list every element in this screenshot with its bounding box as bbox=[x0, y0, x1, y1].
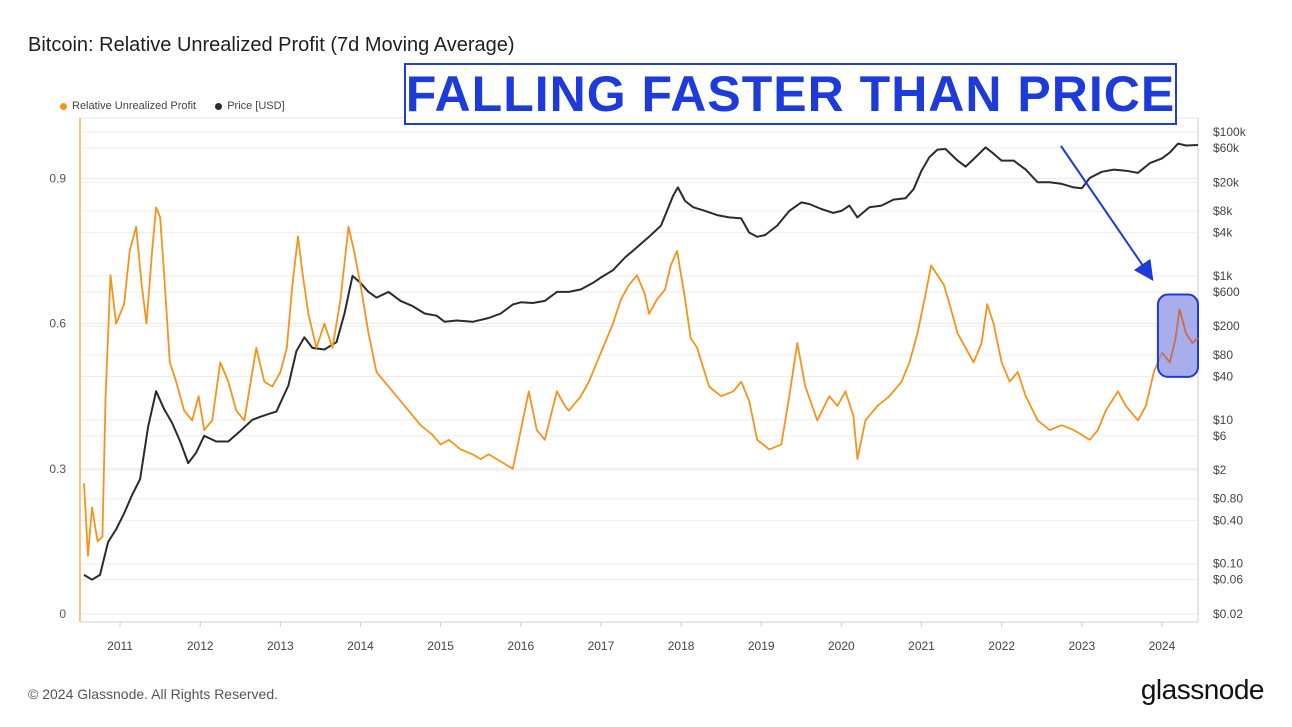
y-right-tick-label: $200 bbox=[1213, 319, 1240, 333]
y-right-tick-label: $8k bbox=[1213, 204, 1233, 218]
x-tick-label: 2019 bbox=[748, 639, 775, 653]
y-right-tick-label: $80 bbox=[1213, 348, 1233, 362]
y-right-tick-label: $600 bbox=[1213, 285, 1240, 299]
x-tick-label: 2020 bbox=[828, 639, 855, 653]
annotation-arrow bbox=[1060, 145, 1154, 281]
y-right-tick-label: $2 bbox=[1213, 463, 1227, 477]
highlight-box bbox=[1156, 293, 1200, 378]
x-tick-label: 2024 bbox=[1149, 639, 1176, 653]
legend-label-price: Price [USD] bbox=[227, 100, 285, 112]
x-tick-label: 2011 bbox=[107, 639, 133, 653]
legend-dot-rup bbox=[60, 102, 67, 110]
y-right-tick-label: $0.06 bbox=[1213, 573, 1243, 587]
x-tick-label: 2013 bbox=[267, 639, 294, 653]
brand-logo: glassnode bbox=[1140, 674, 1265, 705]
x-tick-label: 2023 bbox=[1068, 639, 1095, 653]
y-right-tick-label: $6 bbox=[1213, 429, 1227, 443]
legend-label-rup: Relative Unrealized Profit bbox=[72, 100, 197, 112]
annotation-box: FALLING FASTER THAN PRICE bbox=[404, 63, 1177, 125]
annotation-text: FALLING FASTER THAN PRICE bbox=[405, 66, 1176, 122]
y-right-tick-label: $0.10 bbox=[1213, 557, 1243, 571]
legend: Relative Unrealized Profit Price [USD] bbox=[60, 100, 301, 113]
x-tick-label: 2021 bbox=[908, 639, 935, 653]
gridlines bbox=[79, 117, 1199, 623]
y-right-tick-label: $0.02 bbox=[1213, 607, 1243, 621]
series-line-price bbox=[83, 142, 1199, 581]
y-right-tick-label: $20k bbox=[1213, 175, 1240, 189]
y-left-tick-label: 0.6 bbox=[49, 317, 66, 331]
chart-title: Bitcoin: Relative Unrealized Profit (7d … bbox=[28, 34, 515, 56]
overlay bbox=[1060, 145, 1200, 378]
y-right-tick-label: $10 bbox=[1213, 413, 1233, 427]
y-right-tick-label: $0.40 bbox=[1213, 513, 1243, 527]
y-right-tick-label: $100k bbox=[1213, 125, 1247, 139]
series-line-rup bbox=[83, 206, 1199, 557]
x-tick-label: 2014 bbox=[347, 639, 374, 653]
y-left-tick-label: 0 bbox=[59, 607, 66, 621]
y-left-tick-label: 0.3 bbox=[49, 462, 66, 476]
y-right-tick-label: $1k bbox=[1213, 269, 1233, 283]
x-tick-label: 2012 bbox=[187, 639, 214, 653]
legend-item-rup[interactable]: Relative Unrealized Profit bbox=[60, 100, 196, 112]
x-tick-label: 2016 bbox=[507, 639, 534, 653]
y-right-tick-label: $40 bbox=[1213, 369, 1233, 383]
highlight-series-segment bbox=[1161, 308, 1199, 365]
y-right-tick-label: $4k bbox=[1213, 226, 1233, 240]
x-tick-label: 2015 bbox=[427, 639, 454, 653]
x-tick-label: 2022 bbox=[988, 639, 1015, 653]
plot-frame bbox=[79, 117, 1199, 623]
y-right-tick-label: $60k bbox=[1213, 141, 1240, 155]
legend-item-price[interactable]: Price [USD] bbox=[215, 100, 285, 112]
copyright-footer: © 2024 Glassnode. All Rights Reserved. bbox=[28, 686, 279, 702]
x-tick-label: 2018 bbox=[668, 639, 695, 653]
x-tick-label: 2017 bbox=[588, 639, 615, 653]
y-right-tick-label: $0.80 bbox=[1213, 492, 1243, 506]
y-left-tick-label: 0.9 bbox=[49, 171, 66, 185]
legend-dot-price bbox=[215, 102, 223, 110]
series-lines bbox=[83, 142, 1199, 581]
